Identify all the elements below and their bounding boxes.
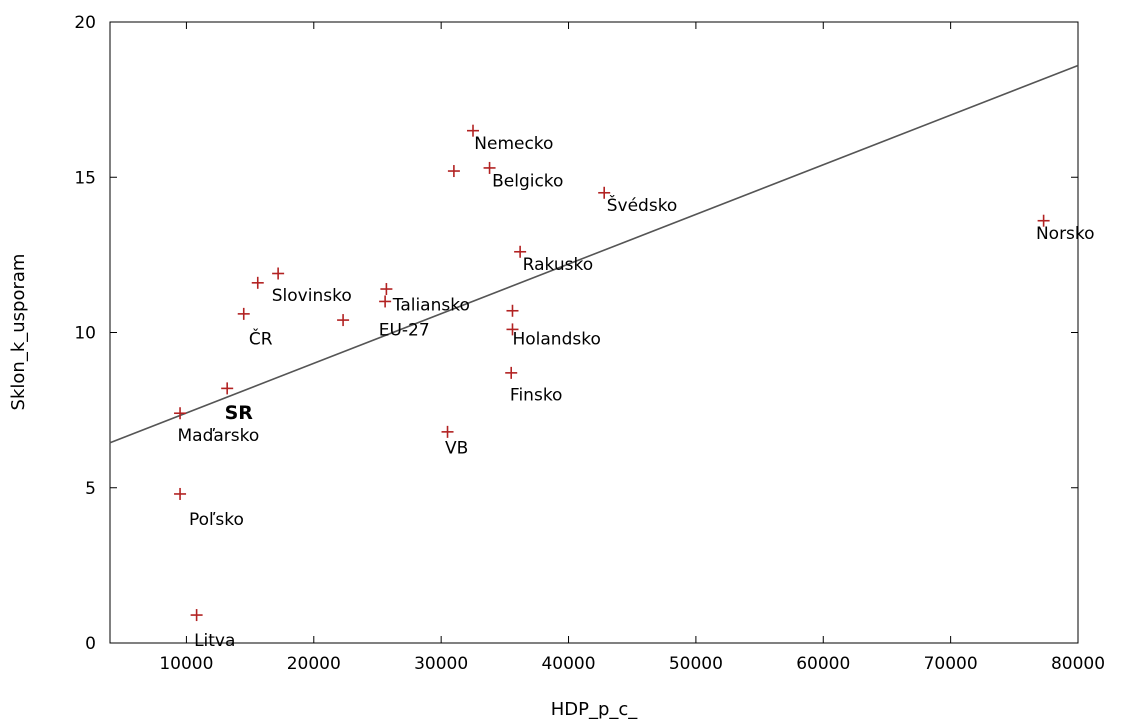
point-label: SR bbox=[225, 402, 254, 424]
scatter-point bbox=[505, 366, 518, 379]
x-tick-label: 70000 bbox=[924, 654, 978, 674]
x-tick-label: 30000 bbox=[414, 654, 468, 674]
scatter-point bbox=[483, 161, 496, 174]
y-axis-title: Sklon_k_usporam bbox=[8, 254, 29, 411]
point-label: Slovinsko bbox=[272, 286, 352, 306]
point-label: Rakusko bbox=[523, 255, 593, 275]
scatter-point bbox=[514, 245, 527, 258]
tick-layer: 10000 20000 30000 40000 50000 60000 70000 80000… bbox=[74, 13, 1105, 674]
y-tick-label: 10 bbox=[74, 324, 96, 344]
point-label: Litva bbox=[194, 631, 235, 651]
scatter-point bbox=[174, 487, 187, 500]
label-layer: Nemecko Belgicko Švédsko Norsko Rakusko Slovi… bbox=[178, 134, 1095, 651]
point-label: Finsko bbox=[510, 386, 563, 406]
x-tick-label: 20000 bbox=[287, 654, 341, 674]
y-tick-label: 5 bbox=[85, 479, 96, 499]
point-label: VB bbox=[445, 438, 468, 458]
point-label: Švédsko bbox=[607, 194, 678, 216]
point-label: Taliansko bbox=[392, 296, 470, 316]
y-tick-label: 15 bbox=[74, 168, 96, 188]
point-label: Norsko bbox=[1036, 224, 1095, 244]
scatter-point bbox=[447, 165, 460, 178]
point-label: EU-27 bbox=[379, 320, 430, 340]
scatter-point bbox=[598, 186, 611, 199]
x-tick-label: 60000 bbox=[796, 654, 850, 674]
scatter-point bbox=[221, 382, 234, 395]
x-tick-label: 50000 bbox=[669, 654, 723, 674]
point-label: Nemecko bbox=[474, 134, 553, 154]
scatter-point bbox=[174, 407, 187, 420]
point-label: Holandsko bbox=[512, 330, 600, 350]
x-tick-label: 40000 bbox=[541, 654, 595, 674]
point-label: Belgicko bbox=[492, 171, 563, 191]
point-label: Maďarsko bbox=[178, 426, 260, 446]
scatter-point bbox=[380, 283, 393, 296]
scatter-point bbox=[237, 307, 250, 320]
scatter-point bbox=[251, 276, 264, 289]
scatter-point bbox=[506, 323, 519, 336]
scatter-point bbox=[337, 314, 350, 327]
x-tick-label: 80000 bbox=[1051, 654, 1105, 674]
trend-layer bbox=[109, 64, 1079, 444]
trend-line bbox=[109, 64, 1079, 444]
scatter-point bbox=[1037, 214, 1050, 227]
point-layer bbox=[174, 124, 1050, 622]
x-axis-title: HDP_p_c_ bbox=[551, 699, 639, 720]
scatter-point bbox=[506, 304, 519, 317]
point-label: Poľsko bbox=[189, 510, 244, 530]
y-tick-label: 0 bbox=[85, 634, 96, 654]
scatter-point bbox=[190, 609, 203, 622]
scatter-point bbox=[441, 425, 454, 438]
scatter-point bbox=[379, 295, 392, 308]
y-tick-label: 20 bbox=[74, 13, 96, 33]
x-tick-label: 10000 bbox=[159, 654, 213, 674]
point-label: ČR bbox=[249, 328, 273, 350]
scatter-point bbox=[272, 267, 285, 280]
scatter-point bbox=[467, 124, 479, 137]
